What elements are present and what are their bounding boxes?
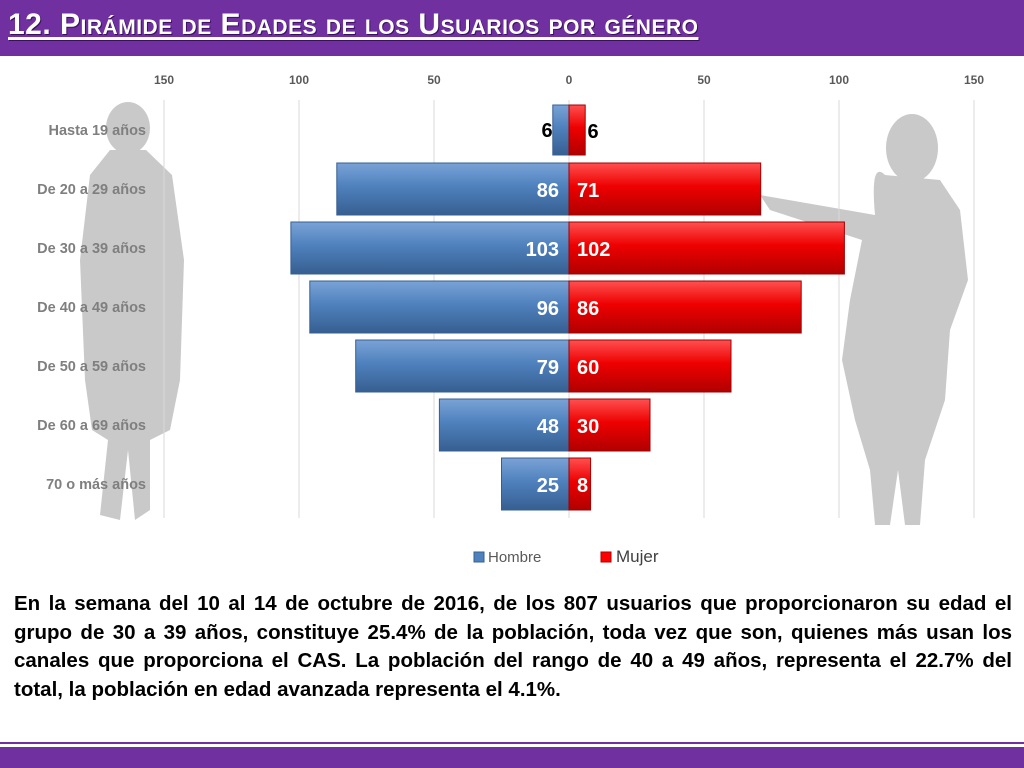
bar-hombre bbox=[501, 457, 570, 511]
x-tick-label: 100 bbox=[829, 73, 849, 87]
bar-hombre bbox=[290, 221, 570, 275]
x-tick-label: 150 bbox=[964, 73, 984, 87]
data-labels: 6 6 86 71 103 102 96 86 79 60 48 30 25 8 bbox=[526, 120, 611, 497]
legend: Hombre Mujer bbox=[473, 547, 659, 566]
category-label: Hasta 19 años bbox=[48, 123, 146, 139]
legend-label-hombre: Hombre bbox=[488, 549, 541, 566]
bar-mujer bbox=[568, 457, 592, 511]
man-silhouette bbox=[80, 102, 184, 520]
x-tick-label: 150 bbox=[154, 73, 174, 87]
data-label-hombre: 86 bbox=[537, 180, 559, 202]
category-label: De 50 a 59 años bbox=[37, 359, 146, 375]
data-label-hombre: 96 bbox=[537, 298, 559, 320]
category-label: 70 o más años bbox=[46, 477, 146, 493]
bar-hombre bbox=[552, 104, 570, 156]
data-label-mujer: 86 bbox=[577, 298, 599, 320]
population-pyramid-chart: 150 100 50 0 50 100 150 Hasta 19 años De 20 a 2… bbox=[37, 73, 984, 566]
data-label-hombre: 103 bbox=[526, 239, 559, 261]
data-label-mujer: 8 bbox=[577, 475, 588, 497]
data-label-mujer: 102 bbox=[577, 239, 610, 261]
x-tick-label: 50 bbox=[427, 73, 441, 87]
x-tick-label: 0 bbox=[566, 73, 573, 87]
bar-hombre bbox=[309, 280, 570, 334]
category-label: De 30 a 39 años bbox=[37, 241, 146, 257]
data-label-mujer: 6 bbox=[587, 121, 598, 143]
bar-hombre bbox=[438, 398, 570, 452]
legend-swatch-mujer bbox=[600, 551, 612, 563]
data-label-mujer: 30 bbox=[577, 416, 599, 438]
description-text: En la semana del 10 al 14 de octubre de … bbox=[14, 592, 1012, 701]
data-label-hombre: 25 bbox=[537, 475, 559, 497]
bars bbox=[290, 104, 845, 511]
bar-mujer bbox=[568, 104, 586, 156]
legend-label-mujer: Mujer bbox=[616, 547, 659, 566]
category-label: De 60 a 69 años bbox=[37, 418, 146, 434]
bar-mujer bbox=[568, 398, 651, 452]
x-tick-label: 50 bbox=[697, 73, 711, 87]
data-label-mujer: 71 bbox=[577, 180, 599, 202]
data-label-hombre: 48 bbox=[537, 416, 559, 438]
bar-mujer bbox=[568, 162, 762, 216]
x-axis: 150 100 50 0 50 100 150 bbox=[154, 73, 984, 87]
bar-hombre bbox=[355, 339, 570, 393]
category-label: De 20 a 29 años bbox=[37, 182, 146, 198]
x-tick-label: 100 bbox=[289, 73, 309, 87]
footer-line bbox=[0, 742, 1024, 744]
footer-bar bbox=[0, 747, 1024, 768]
bar-mujer bbox=[568, 221, 845, 275]
bar-hombre bbox=[336, 162, 570, 216]
bar-mujer bbox=[568, 339, 732, 393]
bar-mujer bbox=[568, 280, 802, 334]
woman-silhouette bbox=[760, 114, 968, 526]
category-label: De 40 a 49 años bbox=[37, 300, 146, 316]
y-axis: Hasta 19 años De 20 a 29 años De 30 a 39 a… bbox=[37, 123, 146, 493]
data-label-mujer: 60 bbox=[577, 357, 599, 379]
data-label-hombre: 6 bbox=[541, 120, 552, 142]
legend-swatch-hombre bbox=[473, 551, 485, 563]
title-bar: 12. Pirámide de Edades de los Usuarios p… bbox=[0, 0, 1024, 56]
page-title: 12. Pirámide de Edades de los Usuarios p… bbox=[8, 8, 699, 41]
data-label-hombre: 79 bbox=[537, 357, 559, 379]
